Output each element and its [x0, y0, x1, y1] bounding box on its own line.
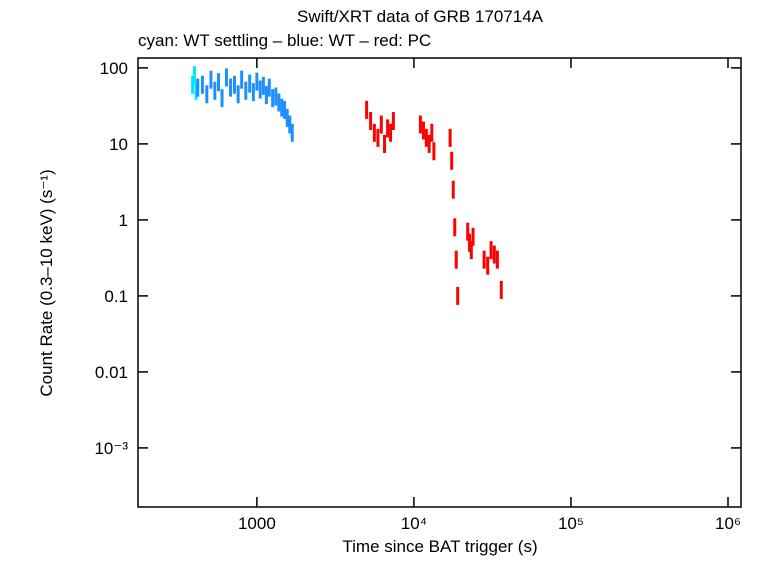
chart-title: Swift/XRT data of GRB 170714A — [297, 7, 544, 26]
y-tick-label: 1 — [119, 211, 128, 230]
x-axis-label: Time since BAT trigger (s) — [342, 537, 537, 556]
y-tick-label: 10⁻³ — [94, 439, 128, 458]
x-tick-label: 10⁴ — [401, 514, 427, 533]
y-axis-label: Count Rate (0.3–10 keV) (s⁻¹) — [37, 169, 56, 396]
plot-frame — [137, 57, 742, 508]
y-tick-label: 100 — [100, 59, 128, 78]
x-tick-label: 10⁵ — [558, 514, 584, 533]
y-tick-label: 0.01 — [95, 363, 128, 382]
x-tick-label: 10⁶ — [715, 514, 741, 533]
y-tick-label: 0.1 — [104, 287, 128, 306]
chart-subtitle: cyan: WT settling – blue: WT – red: PC — [138, 31, 431, 50]
y-tick-label: 10 — [109, 135, 128, 154]
x-tick-label: 1000 — [238, 514, 276, 533]
